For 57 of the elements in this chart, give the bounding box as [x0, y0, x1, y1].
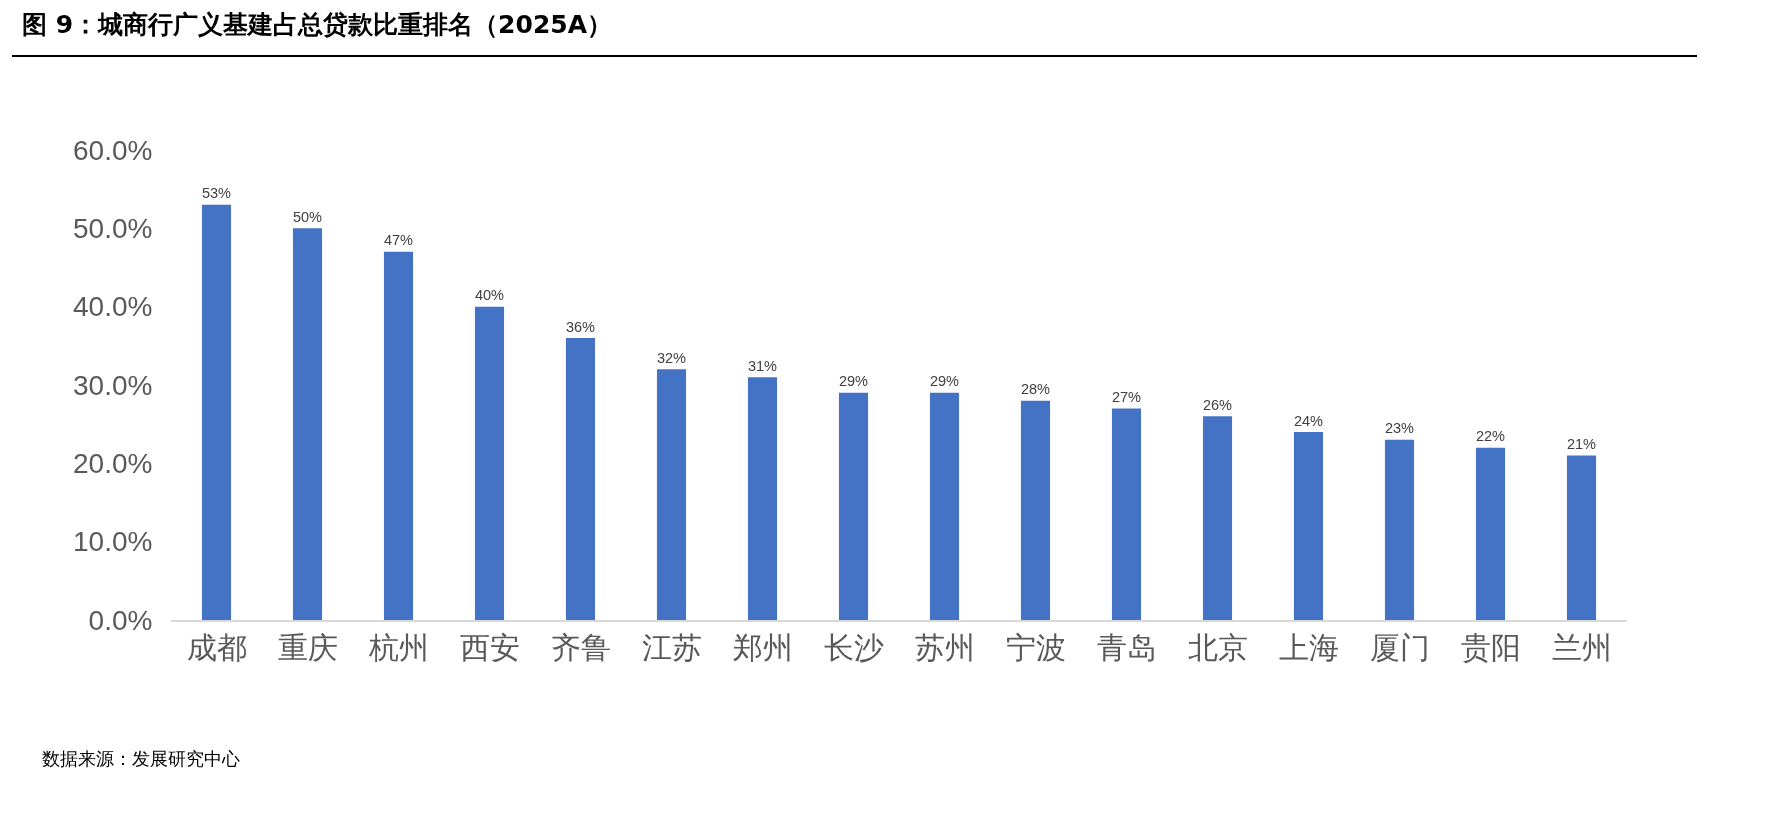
x-tick-label: 兰州: [1551, 630, 1612, 665]
y-tick-label: 50.0%: [72, 213, 153, 245]
y-tick-label: 60.0%: [72, 134, 153, 166]
bar: [474, 306, 505, 620]
x-tick-label: 宁波: [1005, 630, 1066, 665]
bar: [292, 228, 323, 620]
x-tick-label: 长沙: [823, 630, 884, 665]
bar: [383, 251, 414, 620]
x-tick-label: 上海: [1278, 630, 1339, 665]
data-label: 23%: [1384, 420, 1415, 437]
bar: [1384, 439, 1415, 620]
data-label: 40%: [474, 287, 505, 304]
data-label: 50%: [292, 208, 323, 225]
x-tick-label: 江苏: [641, 630, 702, 665]
data-label: 31%: [747, 357, 778, 374]
data-label: 29%: [929, 373, 960, 390]
data-label: 21%: [1566, 436, 1597, 453]
bar: [656, 369, 687, 620]
data-label: 36%: [565, 318, 596, 335]
bar: [838, 392, 869, 620]
data-label: 24%: [1293, 412, 1324, 429]
bar: [565, 338, 596, 620]
x-tick-label: 厦门: [1369, 630, 1430, 665]
y-tick-label: 0.0%: [88, 604, 153, 636]
y-tick-label: 30.0%: [72, 369, 153, 401]
x-tick-label: 北京: [1187, 630, 1248, 665]
bar: [1293, 432, 1324, 620]
x-tick-label: 齐鲁: [550, 630, 611, 665]
y-tick-label: 20.0%: [72, 448, 153, 480]
bar: [1020, 400, 1051, 620]
data-label: 29%: [838, 373, 869, 390]
bar: [929, 392, 960, 620]
source-note: 数据来源：发展研究中心: [42, 749, 240, 769]
x-tick-label: 青岛: [1096, 630, 1157, 665]
bar: [1566, 455, 1597, 620]
data-label: 28%: [1020, 381, 1051, 398]
bar: [1202, 416, 1233, 620]
x-tick-label: 苏州: [914, 630, 975, 665]
y-tick-label: 10.0%: [72, 526, 153, 558]
data-label: 26%: [1202, 396, 1233, 413]
x-tick-label: 贵阳: [1460, 630, 1521, 665]
x-tick-label: 郑州: [732, 630, 793, 665]
chart-title: 图 9：城商行广义基建占总贷款比重排名（2025A）: [12, 8, 1697, 57]
y-tick-label: 40.0%: [72, 291, 153, 323]
data-label: 22%: [1475, 428, 1506, 445]
bar: [1475, 447, 1506, 620]
bar: [201, 204, 232, 620]
data-label: 27%: [1111, 389, 1142, 406]
bar: [1111, 408, 1142, 620]
data-label: 32%: [656, 349, 687, 366]
x-tick-label: 杭州: [367, 630, 429, 665]
x-tick-label: 西安: [459, 630, 520, 665]
x-tick-label: 成都: [186, 630, 247, 665]
data-label: 53%: [201, 185, 232, 202]
x-tick-label: 重庆: [277, 630, 338, 665]
data-label: 47%: [383, 232, 414, 249]
bar: [747, 377, 778, 620]
